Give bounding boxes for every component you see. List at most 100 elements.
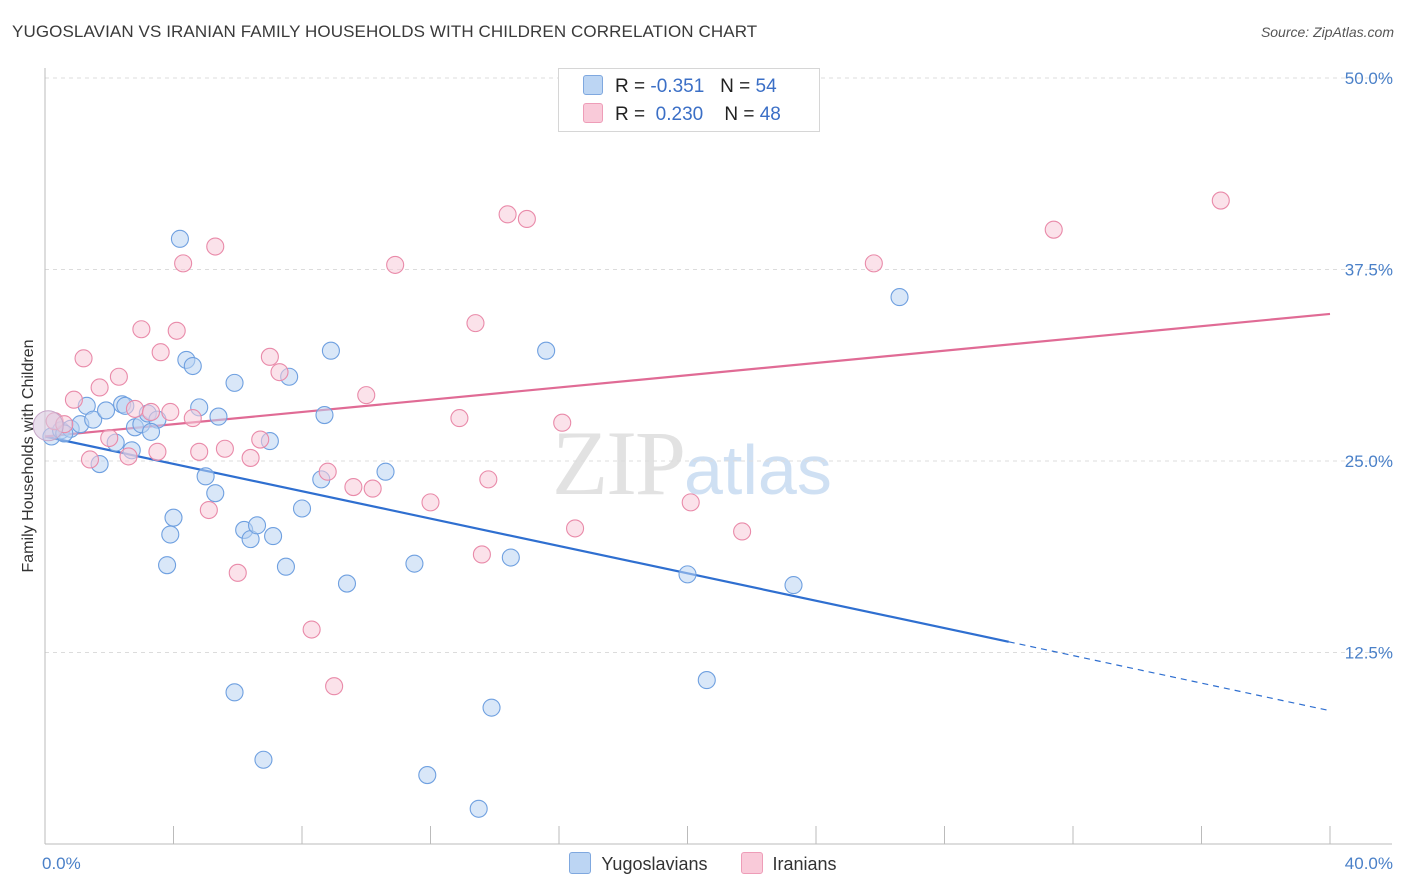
iranian-point [681, 493, 700, 512]
y-tick-label: 37.5% [1345, 261, 1393, 280]
iranian-point [125, 399, 144, 418]
yugoslavian-point [321, 341, 340, 360]
yugoslavian-point [482, 698, 501, 717]
iranian-point [90, 378, 109, 397]
axes [44, 68, 1392, 845]
legend-row-yugoslavians: R = -0.351 N = 54 [583, 75, 777, 101]
watermark-zip: ZIP [552, 412, 686, 514]
yugoslavian-point [890, 288, 909, 307]
yugoslavian-point [697, 671, 716, 690]
iranian-point [183, 409, 202, 428]
yugoslavian-point [264, 527, 283, 546]
iranian-point [386, 255, 405, 274]
yugoslavian-point [196, 467, 215, 486]
yugoslavian-point [276, 557, 295, 576]
legend-swatch-yugoslavians [583, 75, 603, 95]
y-axis-label: Family Households with Children [20, 340, 37, 573]
correlation-legend: R = -0.351 N = 54 R = 0.230 N = 48 [558, 68, 820, 132]
y-tick-label: 50.0% [1345, 69, 1393, 88]
yugoslavian-point [254, 750, 273, 769]
overlap-point [32, 410, 64, 442]
legend-swatch-iranians [583, 103, 603, 123]
yugoslavian-point [337, 574, 357, 593]
iranian-point [270, 363, 289, 382]
yugoslavian-point [501, 548, 520, 567]
yugoslavian-point [418, 766, 437, 785]
iranian-point [472, 545, 491, 564]
iranian-point [553, 413, 572, 432]
legend-r-value: -0.351 [650, 76, 705, 97]
grid-lines [45, 77, 1392, 653]
legend-n-label: N = [720, 76, 751, 97]
iranian-point [251, 430, 270, 449]
yugoslavian-point [158, 556, 177, 575]
iranian-point [450, 409, 469, 428]
legend-swatch-yugoslavians [569, 852, 592, 874]
legend-r-value: 0.230 [655, 104, 704, 125]
iranian-point [241, 448, 260, 467]
legend-n-value: 54 [755, 76, 777, 97]
legend-item-iranians: Iranians [740, 852, 837, 875]
iranian-point [498, 205, 517, 224]
iranian-point [100, 428, 119, 448]
iranian-point [517, 209, 536, 228]
legend-n-value: 48 [759, 104, 781, 125]
iranian-point [151, 343, 170, 362]
yugoslavian-point [206, 484, 225, 503]
iranian-point [148, 442, 167, 461]
tick-labels: 12.5% 25.0% 37.5% 50.0% 0.0% 40.0% [42, 69, 1393, 873]
iranian-point [174, 254, 193, 273]
legend-r-label: R = [615, 104, 646, 125]
iranian-point [1044, 220, 1063, 239]
yugoslavian-point [161, 525, 180, 544]
yugoslavian-point [247, 516, 267, 535]
yugoslavian-point [141, 422, 161, 441]
yugoslavian-point [405, 554, 424, 573]
yugoslavian-point [469, 799, 488, 818]
legend-r-label: R = [615, 76, 646, 97]
y-tick-label: 25.0% [1345, 452, 1393, 471]
chart-title: YUGOSLAVIAN VS IRANIAN FAMILY HOUSEHOLDS… [12, 22, 758, 41]
yugoslavian-point [784, 576, 803, 595]
x-tick-label: 40.0% [1345, 854, 1393, 873]
yugoslavian-point [209, 407, 228, 426]
iranian-point [302, 620, 321, 639]
iranian-point [206, 237, 225, 256]
iranian-point [228, 563, 247, 582]
legend-item-yugoslavians: Yugoslavians [569, 852, 708, 875]
source-credit: Source: ZipAtlas.com [1260, 24, 1394, 40]
iranian-point [466, 314, 485, 333]
iranian-point [80, 450, 100, 469]
iranian-point [215, 439, 234, 458]
iranian-point [64, 390, 83, 409]
yugoslavian-point [376, 462, 395, 481]
yugoslavian-point [84, 410, 103, 429]
iranian-point [1211, 191, 1230, 210]
legend-n-label: N = [724, 104, 755, 125]
legend-label-iranians: Iranians [772, 854, 837, 874]
trend-lines [44, 312, 1331, 712]
iranian-point [141, 402, 161, 422]
zipatlas-watermark: ZIPatlas [552, 410, 832, 516]
y-tick-label: 12.5% [1345, 644, 1393, 663]
iranian-point [190, 442, 209, 461]
yugoslavian-point [183, 356, 202, 376]
iranian-point [167, 321, 186, 340]
watermark-atlas: atlas [684, 431, 832, 509]
yugoslavian-point [678, 565, 697, 584]
iranian-point [109, 367, 128, 386]
x-tick-label: 0.0% [42, 854, 81, 873]
iranian-point [566, 519, 585, 538]
iranian-point [421, 493, 440, 512]
yugoslavian-point [170, 229, 189, 248]
data-points [32, 191, 1230, 818]
iranian-point [344, 477, 363, 497]
iranian-point [260, 347, 279, 366]
yugoslavian-point [225, 373, 244, 392]
iranian-point [318, 462, 337, 481]
iranian-point [479, 470, 498, 489]
yugoslavian-point [96, 401, 116, 420]
yugoslavian-point [315, 405, 334, 425]
series-legend: Yugoslavians Iranians [0, 852, 1406, 875]
